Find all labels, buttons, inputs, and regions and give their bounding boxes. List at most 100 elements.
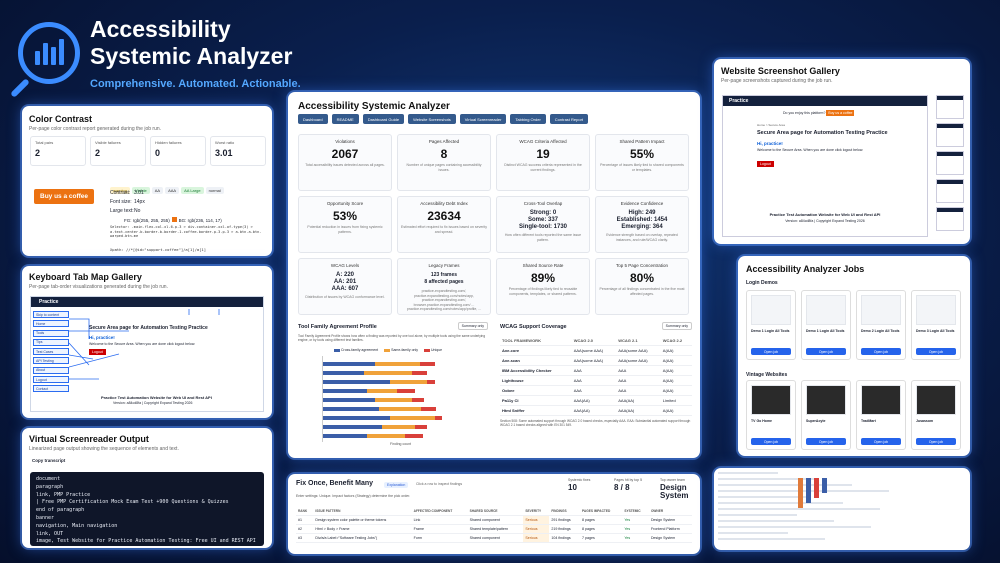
job-card[interactable]: Demo 1 Login All Tools Open job (746, 290, 796, 360)
contrast-stat: Visible failures 2 (90, 136, 146, 166)
fix-cell: Shared component (467, 533, 524, 543)
fix-cell: Design System (648, 533, 692, 543)
fix-col-header: PAGES IMPACTED (580, 507, 623, 516)
agreement-bar-segment (397, 389, 415, 393)
summary-stat-label: Shared Source Rate (522, 263, 564, 268)
screenreader-card: Virtual Screenreader Output Linearized p… (22, 428, 272, 548)
table-row[interactable]: #1 Design system color palette or theme t… (296, 515, 692, 525)
job-thumbnail (806, 295, 846, 325)
tab-stop-label[interactable]: API Testing (33, 357, 69, 365)
fix-cell: 219 findings (549, 524, 581, 534)
wcag-cell: Axe-core (500, 345, 572, 356)
open-job-button[interactable]: Open job (751, 438, 791, 445)
legend-swatch (424, 348, 430, 352)
fix-cell: Frontend Platform (648, 524, 692, 534)
fix-col-header: SEVERITY (523, 507, 550, 516)
tab-stop-label[interactable]: Skip to content (33, 311, 69, 318)
open-job-button[interactable]: Open job (751, 348, 791, 355)
tab-stop-label[interactable]: Tips (33, 338, 69, 346)
job-card[interactable]: TV Go Home Open job (746, 380, 796, 450)
summary-stat-desc: Percentage of all findings concentrated … (599, 287, 685, 296)
table-row[interactable]: #2 Html > Body > Frame Frame Shared templat… (296, 524, 692, 534)
summary-stat-card: Violations 2067 Total accessibility issues… (298, 134, 392, 191)
agreement-bar-segment (389, 380, 427, 384)
tab-stop-label[interactable]: Tools (33, 329, 69, 337)
screenshot-footer1: Practice Test Automation Website for Web… (769, 212, 881, 217)
screenshot-footer2: Version: a84cd8fa | Copyright Expand Tes… (785, 219, 865, 223)
main-screenshot[interactable]: Practice Do you enjoy this platform? Buy… (722, 95, 928, 237)
summary-stat-value: 89% (530, 271, 556, 285)
transcript-line: end of paragraph (36, 507, 85, 514)
report-preview-card[interactable] (714, 468, 970, 550)
table-row[interactable]: #3 Div/a/a Label>"Software Testing Jobs"(… (296, 533, 692, 543)
fix-cell: Yes (622, 533, 649, 543)
job-card[interactable]: Demo 1 Login All Tools Open job (801, 290, 851, 360)
open-job-button[interactable]: Open job (861, 438, 901, 445)
contrast-stat-label: Hidden failures (155, 140, 182, 145)
fix-col-header: OWNER (648, 507, 692, 516)
wcag-cell: A(AA) (660, 385, 692, 396)
job-card[interactable]: Jusassom Open job (911, 380, 961, 450)
fix-col-header: RANK (296, 507, 314, 516)
dashboard-nav-tab[interactable]: Dashboard (298, 114, 328, 124)
tab-stop-label[interactable]: About (33, 366, 69, 374)
dashboard-nav-tab[interactable]: Dashboard Guide (362, 114, 405, 124)
screenshot-thumbnail[interactable] (936, 207, 964, 231)
open-job-button[interactable]: Open job (806, 438, 846, 445)
screenshot-heading: Secure Area page for Automation Testing … (757, 130, 888, 136)
contrast-selector: Selector: .main.flex-col-xl-6.p-3 > div.… (110, 225, 262, 239)
summary-stat-value: 8 (440, 147, 448, 161)
dashboard-nav-tab[interactable]: Website Screenshots (408, 114, 456, 124)
job-card-title: SuperAcyte (806, 419, 826, 423)
job-card-title: TradMart (861, 419, 876, 423)
screenshot-thumbnail[interactable] (936, 95, 964, 119)
tab-stop-label[interactable]: Test Cases (33, 348, 69, 356)
copy-transcript-button[interactable]: Copy transcript (32, 458, 66, 463)
transcript-line: navigation, Main navigation (36, 522, 118, 529)
open-job-button[interactable]: Open job (916, 348, 956, 355)
dashboard-nav-tab[interactable]: Contrast Report (549, 114, 589, 124)
dashboard-nav-tab[interactable]: Virtual Screenreader (459, 114, 507, 124)
summary-stat-card: Pages Affected 8 Number of unique pages co… (397, 134, 491, 191)
job-card[interactable]: SuperAcyte Open job (801, 380, 851, 450)
open-job-button[interactable]: Open job (806, 348, 846, 355)
fix-cell: 8 pages (580, 524, 623, 534)
job-card[interactable]: Demo 3 Login All Tools Open job (911, 290, 961, 360)
fix-kpi-label: Systemic fixes (568, 478, 591, 482)
tab-map-preview[interactable]: Practice Skip to content Home Tools Tips Tes… (30, 296, 264, 412)
fg-color-value: FG: rgb(255, 255, 255) (124, 218, 170, 223)
job-card[interactable]: Demo 2 Login All Tools Open job (856, 290, 906, 360)
contrast-details: Contrast: 3.01 Font size: 14px Large text:No (110, 189, 145, 216)
fix-once-tag[interactable]: Explanation (384, 482, 409, 488)
wcag-cell: AAA(AA) (571, 405, 617, 416)
wcag-cell: AAA(AA) (616, 405, 661, 416)
open-job-button[interactable]: Open job (916, 438, 956, 445)
job-thumbnail (861, 385, 901, 415)
tab-map-logout[interactable]: Logout (89, 349, 106, 355)
report-preview-bar (798, 478, 803, 508)
summary-stat-value: 2067 (331, 147, 359, 161)
screenshot-gallery-card: Website Screenshot Gallery Per-page scre… (714, 59, 970, 244)
summary-stat-label: Top 5 Page Concentration (615, 263, 669, 268)
fix-kpi-value: 10 (568, 483, 577, 492)
tab-stop-label[interactable]: Home (33, 320, 69, 328)
table-row: Lighthouse AAA AAA A(AA) (500, 375, 692, 386)
tab-stop-label[interactable]: Logout (33, 376, 69, 384)
job-card-title: Jusassom (916, 419, 934, 423)
keyboard-tab-map-card: Keyboard Tab Map Gallery Per-page tab-or… (22, 266, 272, 418)
contrast-sample-button[interactable]: Buy us a coffee (34, 189, 95, 204)
dashboard-nav-tab[interactable]: README (331, 114, 359, 124)
job-card[interactable]: TradMart Open job (856, 380, 906, 450)
wcag-cell: Lighthouse (500, 375, 572, 386)
screenshot-thumbnail[interactable] (936, 151, 964, 175)
report-preview-line (718, 514, 797, 516)
fix-cell: Design System (648, 515, 692, 525)
job-thumbnail (861, 295, 901, 325)
open-job-button[interactable]: Open job (861, 348, 901, 355)
tab-stop-label[interactable]: Contact (33, 385, 69, 393)
screenshot-thumbnail[interactable] (936, 123, 964, 147)
dashboard-nav-tab[interactable]: Tabbing Order (510, 114, 546, 124)
screenshot-thumbnail[interactable] (936, 179, 964, 203)
job-thumbnail (751, 385, 791, 415)
